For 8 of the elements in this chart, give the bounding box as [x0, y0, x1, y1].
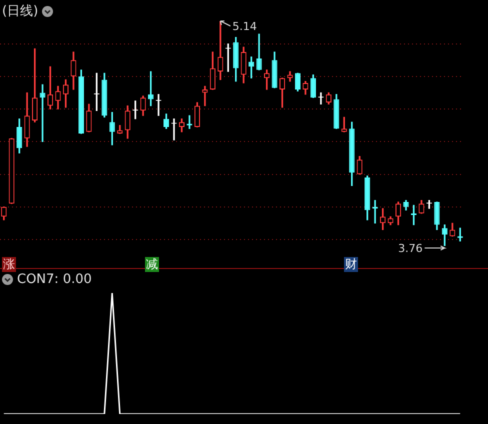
- annotation: 5.14: [232, 20, 257, 33]
- chart-title: (日线): [2, 3, 38, 20]
- text: 减: [145, 257, 159, 272]
- text: 涨: [2, 257, 16, 272]
- text: 财: [344, 257, 358, 272]
- annotation: 3.76: [398, 242, 423, 255]
- chart-title: CON7: 0.00: [17, 272, 92, 287]
- candlestick: [40, 84, 46, 142]
